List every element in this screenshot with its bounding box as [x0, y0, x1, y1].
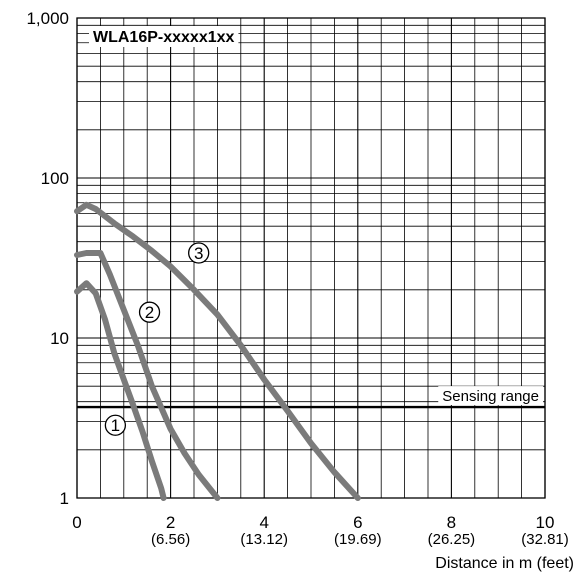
sensing-range-label-box: Sensing range	[438, 386, 543, 406]
curve-marker-3	[188, 242, 210, 264]
curve-1	[74, 280, 167, 501]
y-tick-labels: 1 10 100 1,000	[26, 9, 69, 508]
curves	[74, 201, 361, 501]
x-tick-sublabel: (26.25)	[428, 531, 476, 548]
curve-markers: 1 2 3	[104, 242, 210, 436]
curve-marker-label-1: 1	[111, 416, 120, 435]
x-tick-label: 10	[536, 513, 555, 532]
curve-marker-1	[104, 414, 127, 436]
x-tick-sublabel: (13.12)	[240, 531, 288, 548]
x-tick-sublabel: (19.69)	[334, 531, 382, 548]
curve-marker-label-2: 2	[145, 303, 154, 322]
x-tick-label: 6	[353, 513, 362, 532]
chart-title: WLA16P-xxxxx1xx	[93, 29, 235, 46]
curve-2	[74, 250, 221, 501]
curve-marker-label-3: 3	[194, 244, 203, 263]
curve-marker-2	[138, 301, 161, 323]
y-tick-label: 1,000	[26, 9, 69, 28]
x-tick-label: 2	[166, 513, 175, 532]
y-tick-label: 100	[41, 169, 69, 188]
x-tick-labels: 0 2(6.56) 4(13.12) 6(19.69) 8(26.25) 10(32.81…	[72, 513, 569, 548]
sensing-range-label: Sensing range	[442, 388, 539, 405]
x-tick-sublabel: (6.56)	[151, 531, 190, 548]
y-tick-label: 1	[60, 489, 69, 508]
grid-lines	[76, 17, 546, 499]
x-axis-label: Distance in m (feet)	[435, 555, 574, 572]
x-tick-label: 0	[72, 513, 81, 532]
x-tick-label: 4	[259, 513, 268, 532]
x-tick-sublabel: (32.81)	[521, 531, 569, 548]
plot-border	[76, 17, 546, 499]
x-tick-label: 8	[447, 513, 456, 532]
y-tick-label: 10	[50, 329, 69, 348]
curve-3	[74, 201, 361, 501]
chart-title-box: WLA16P-xxxxx1xx	[89, 26, 239, 47]
